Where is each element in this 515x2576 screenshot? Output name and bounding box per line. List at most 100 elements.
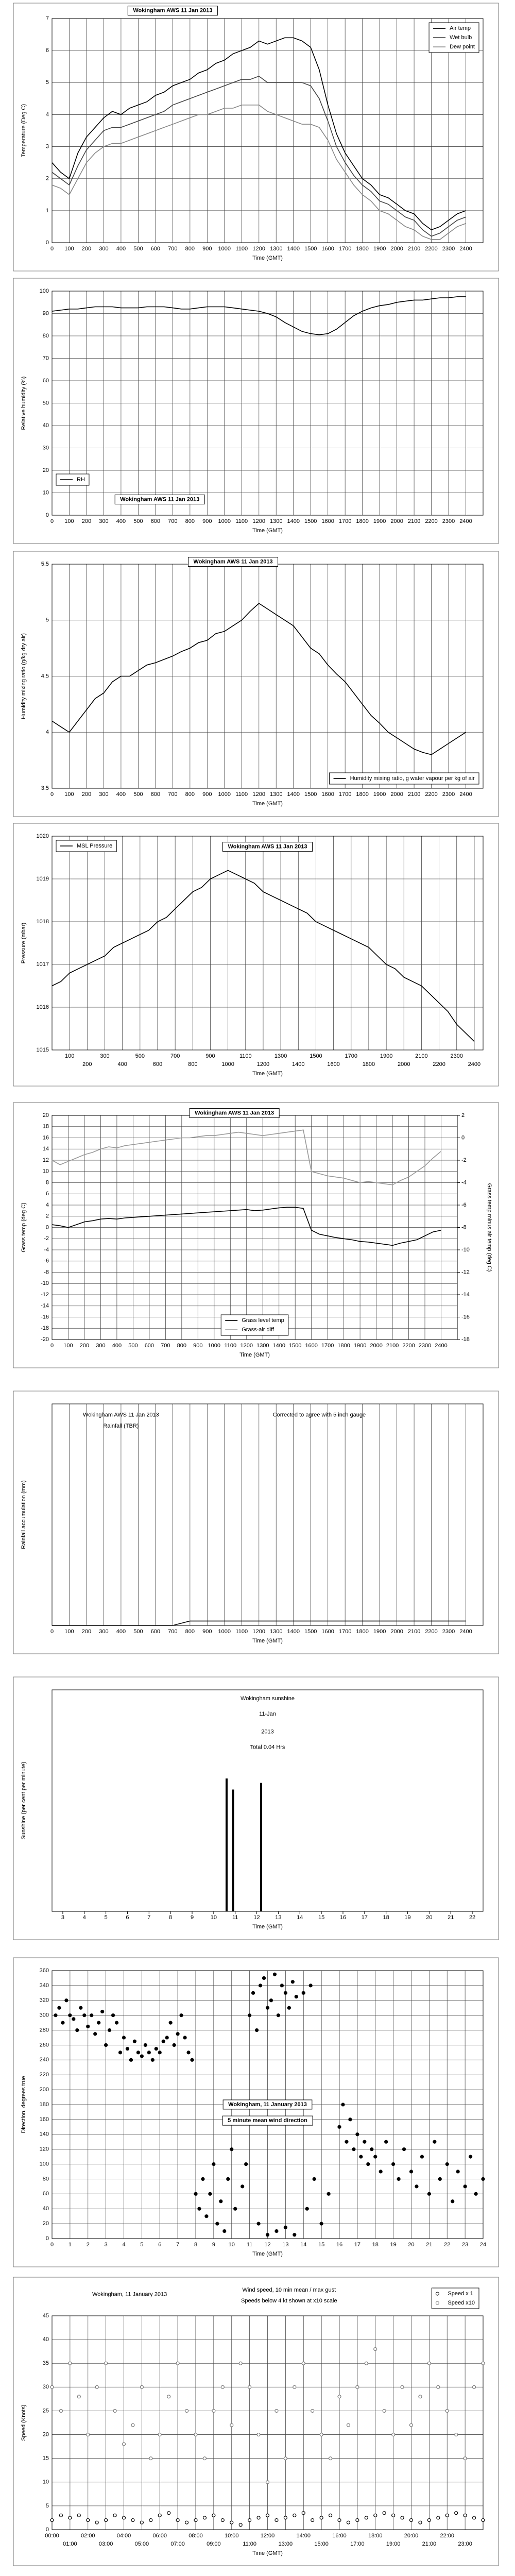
x-tick-label: 1600 bbox=[321, 1629, 334, 1635]
data-point bbox=[308, 1984, 313, 1988]
x-tick-label: 0 bbox=[50, 246, 54, 252]
x-tick-label: 2300 bbox=[442, 1629, 455, 1635]
x-tick-label: 19:00 bbox=[386, 2541, 401, 2547]
data-point bbox=[364, 2361, 368, 2365]
data-point bbox=[345, 2140, 349, 2144]
data-point bbox=[184, 2409, 189, 2413]
data-point bbox=[194, 2432, 198, 2437]
data-point bbox=[311, 2518, 315, 2522]
data-point bbox=[283, 2456, 287, 2461]
data-point bbox=[384, 2140, 388, 2144]
y-tick-label: 60 bbox=[43, 378, 49, 384]
x-tick-label: 16 bbox=[340, 1914, 346, 1921]
y-tick-label: 360 bbox=[40, 1968, 49, 1974]
x-tick-label: 7 bbox=[176, 2242, 179, 2248]
x-tick-label: 24 bbox=[480, 2242, 486, 2248]
data-point bbox=[294, 1994, 298, 1999]
data-point bbox=[212, 2409, 216, 2413]
chart-title: Wokingham AWS 11 Jan 2013 bbox=[120, 496, 199, 502]
x-tick-label: 1200 bbox=[253, 518, 265, 524]
data-point bbox=[346, 2423, 351, 2427]
x-tick-label: 1900 bbox=[373, 246, 386, 252]
x-tick-label: 500 bbox=[133, 518, 143, 524]
data-point bbox=[248, 2385, 252, 2389]
data-point bbox=[420, 2155, 424, 2159]
panel bbox=[13, 1957, 499, 2267]
x-tick-label: 500 bbox=[133, 791, 143, 798]
data-point bbox=[391, 2513, 396, 2517]
chart-title-box bbox=[189, 1108, 280, 1118]
data-point bbox=[143, 2043, 147, 2047]
legend-box bbox=[431, 2287, 479, 2309]
x-tick-label: 0 bbox=[50, 791, 54, 798]
data-point bbox=[379, 2170, 383, 2174]
data-point bbox=[86, 2432, 90, 2437]
x-tick-label: 2100 bbox=[415, 1053, 427, 1059]
data-point bbox=[269, 1998, 273, 2003]
y-tick-label: 0 bbox=[46, 2235, 49, 2242]
y-tick-label: 12 bbox=[43, 1157, 49, 1163]
x-tick-label: 2200 bbox=[425, 518, 437, 524]
y-tick-label: 280 bbox=[40, 2027, 49, 2033]
x-tick-label: 16:00 bbox=[332, 2533, 347, 2539]
y2-tick-label: -4 bbox=[461, 1179, 467, 1185]
data-point bbox=[68, 2013, 72, 2018]
x-tick-label: 12 bbox=[253, 1914, 260, 1921]
data-point bbox=[311, 2409, 315, 2413]
chart-title: Wokingham AWS 11 Jan 2013 bbox=[83, 1412, 159, 1418]
data-point bbox=[202, 2516, 207, 2520]
plot-area bbox=[52, 1970, 484, 2239]
data-point bbox=[481, 2177, 485, 2181]
x-tick-label: 1 bbox=[68, 2242, 72, 2248]
data-point bbox=[265, 2480, 270, 2484]
data-point bbox=[463, 2456, 467, 2461]
x-tick-label: 1700 bbox=[339, 246, 351, 252]
y-tick-label: 30 bbox=[43, 445, 49, 451]
x-tick-label: 800 bbox=[185, 791, 195, 798]
data-point bbox=[113, 2409, 117, 2413]
data-point bbox=[276, 2013, 281, 2018]
x-tick-label: 600 bbox=[151, 791, 160, 798]
x-tick-label: 06:00 bbox=[152, 2533, 167, 2539]
y-axis-label: Humidity mixing ratio (g/kg dry air) bbox=[21, 633, 27, 719]
y-tick-label: 25 bbox=[43, 2408, 49, 2414]
data-point bbox=[481, 2361, 485, 2365]
y-tick-label: 60 bbox=[43, 2191, 49, 2197]
x-tick-label: 1300 bbox=[274, 1053, 287, 1059]
y-tick-label: 40 bbox=[43, 422, 49, 429]
data-point bbox=[319, 2432, 323, 2437]
data-point bbox=[122, 2036, 126, 2040]
x-tick-label: 500 bbox=[135, 1053, 145, 1059]
x-tick-label: 2200 bbox=[425, 246, 437, 252]
x-tick-label: 1100 bbox=[235, 518, 248, 524]
data-point bbox=[454, 2511, 458, 2515]
x-tick-label: 13 bbox=[282, 2242, 288, 2248]
y-tick-label: -14 bbox=[41, 1303, 49, 1309]
data-point bbox=[167, 2511, 171, 2515]
data-point bbox=[293, 2513, 297, 2517]
x-tick-label: 1300 bbox=[256, 1343, 269, 1349]
series-line bbox=[52, 1207, 441, 1246]
data-point bbox=[190, 2058, 194, 2062]
data-point bbox=[238, 2361, 243, 2365]
data-point bbox=[265, 2513, 270, 2517]
data-point bbox=[456, 2170, 460, 2174]
x-tick-label: 11 bbox=[247, 2242, 252, 2248]
chart-title: Wokingham sunshine bbox=[241, 1696, 295, 1702]
x-tick-label: 2000 bbox=[390, 518, 403, 524]
x-tick-label: 14:00 bbox=[296, 2533, 311, 2539]
x-tick-label: 600 bbox=[153, 1061, 162, 1067]
data-point bbox=[418, 2520, 422, 2524]
y-tick-label: 140 bbox=[40, 2131, 49, 2138]
x-tick-label: 18:00 bbox=[368, 2533, 383, 2539]
x-tick-label: 1100 bbox=[235, 791, 248, 798]
y-tick-label: 300 bbox=[40, 2012, 49, 2019]
x-tick-label: 1700 bbox=[339, 791, 351, 798]
x-tick-label: 1000 bbox=[221, 1061, 234, 1067]
data-point bbox=[149, 2518, 153, 2522]
data-point bbox=[226, 2177, 230, 2181]
data-point bbox=[93, 2032, 97, 2036]
data-point bbox=[64, 1998, 68, 2003]
legend-swatch bbox=[435, 2301, 439, 2305]
data-point bbox=[72, 2017, 76, 2021]
